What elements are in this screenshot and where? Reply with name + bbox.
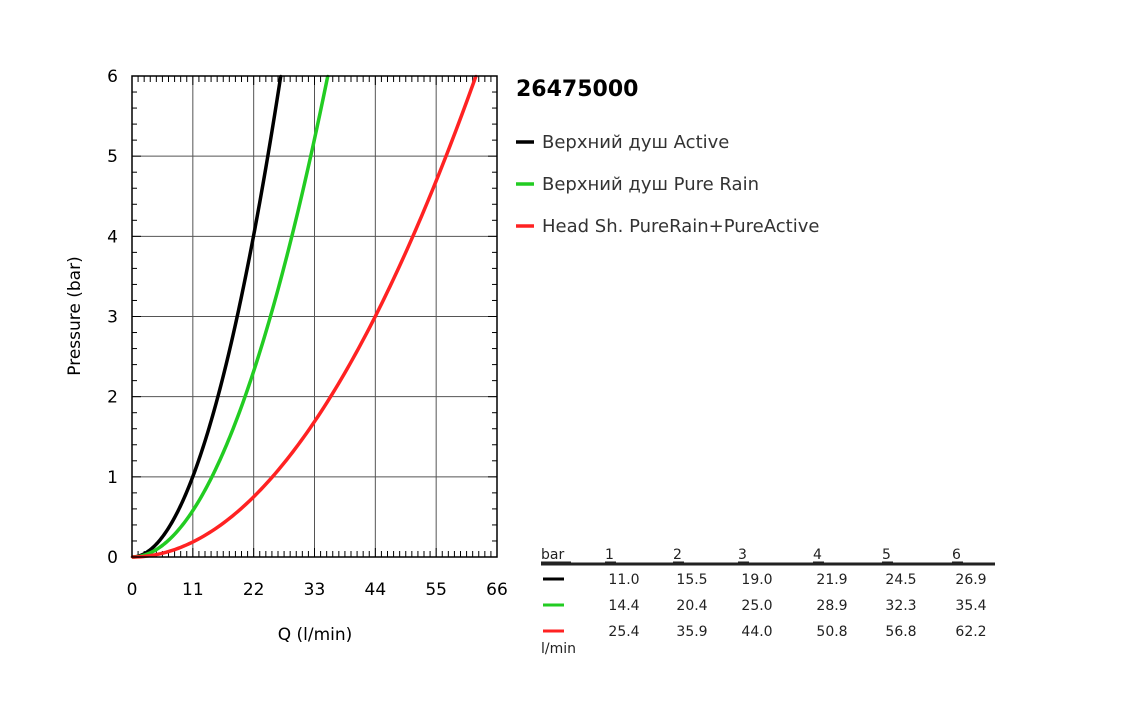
values-table: bar 1 2 3 4 5 6 11.0 15.5 19.0 21.9 24.5 26.9 14.4 20.… xyxy=(541,547,995,657)
series-line-1 xyxy=(131,75,283,559)
table-cell: 20.4 xyxy=(676,598,707,614)
y-tick-label: 4 xyxy=(107,227,118,247)
table-cell: 24.5 xyxy=(885,572,916,588)
series-point-3 xyxy=(271,475,274,479)
table-cell: 50.8 xyxy=(816,624,847,640)
series-point-1 xyxy=(251,235,255,238)
series-point-2 xyxy=(269,315,272,318)
table-cell: 35.4 xyxy=(955,598,986,614)
legend-label: Верхний душ Active xyxy=(542,132,729,153)
grid xyxy=(132,76,497,557)
x-tick-label: 44 xyxy=(365,580,387,600)
table-cell: 62.2 xyxy=(955,624,986,640)
table-unit-label: l/min xyxy=(541,641,576,657)
series-point-2 xyxy=(290,235,294,238)
y-tick-label: 5 xyxy=(107,147,118,167)
series-lines xyxy=(130,74,478,559)
table-cell: 11.0 xyxy=(608,572,639,588)
table-cell: 28.9 xyxy=(816,598,847,614)
y-tick-label: 6 xyxy=(107,67,118,87)
series-point-1 xyxy=(191,475,195,479)
x-tick-label: 66 xyxy=(486,580,508,600)
series-point-1 xyxy=(235,315,239,318)
table-cell: 19.0 xyxy=(741,572,772,588)
series-point-3 xyxy=(374,315,377,318)
y-tick-label: 1 xyxy=(107,468,118,488)
table-column-header: 1 xyxy=(605,547,614,563)
y-tick-label: 2 xyxy=(107,388,118,408)
series-point-3 xyxy=(329,395,332,398)
legend-label: Head Sh. PureRain+PureActive xyxy=(542,216,819,237)
tick-labels: 0 11 22 33 44 55 66 0 1 2 3 4 5 6 xyxy=(107,67,508,600)
table-cell: 14.4 xyxy=(608,598,639,614)
tick-marks xyxy=(131,75,498,558)
x-axis-label: Q (l/min) xyxy=(278,625,353,645)
chart-title: 26475000 xyxy=(516,77,638,102)
series-point-3 xyxy=(444,154,448,158)
table-cell: 44.0 xyxy=(741,624,772,640)
table-column-header: 3 xyxy=(738,547,747,563)
table-cell: 32.3 xyxy=(885,598,916,614)
y-tick-label: 0 xyxy=(107,548,118,568)
table-cell: 56.8 xyxy=(885,624,916,640)
table-column-header: 2 xyxy=(673,547,682,563)
table-header-label: bar xyxy=(541,547,564,563)
table-column-header: 5 xyxy=(882,547,891,563)
legend: Верхний душ Active Верхний душ Pure Rain H… xyxy=(516,132,819,237)
x-tick-label: 22 xyxy=(243,580,265,600)
table-cell: 25.0 xyxy=(741,598,772,614)
table-cell: 15.5 xyxy=(676,572,707,588)
table-column-header: 6 xyxy=(952,547,961,563)
series-line-3 xyxy=(131,75,478,559)
table-column-header: 4 xyxy=(813,547,822,563)
plot-frame xyxy=(131,75,498,558)
series-line-2 xyxy=(131,75,330,559)
y-tick-label: 3 xyxy=(107,308,118,328)
table-cell: 26.9 xyxy=(955,572,986,588)
x-tick-label: 0 xyxy=(127,580,138,600)
table-cell: 35.9 xyxy=(676,624,707,640)
series-point-1 xyxy=(216,395,219,398)
x-tick-label: 33 xyxy=(304,580,326,600)
y-axis-label: Pressure (bar) xyxy=(65,256,85,375)
table-cell: 25.4 xyxy=(608,624,639,640)
series-point-1 xyxy=(266,154,269,158)
series-point-3 xyxy=(411,235,415,238)
series-point-2 xyxy=(210,475,213,479)
legend-label: Верхний душ Pure Rain xyxy=(542,174,759,195)
series-point-2 xyxy=(309,154,312,158)
x-tick-label: 11 xyxy=(182,580,204,600)
x-tick-label: 55 xyxy=(425,580,447,600)
table-cell: 21.9 xyxy=(816,572,847,588)
series-point-2 xyxy=(243,395,247,398)
